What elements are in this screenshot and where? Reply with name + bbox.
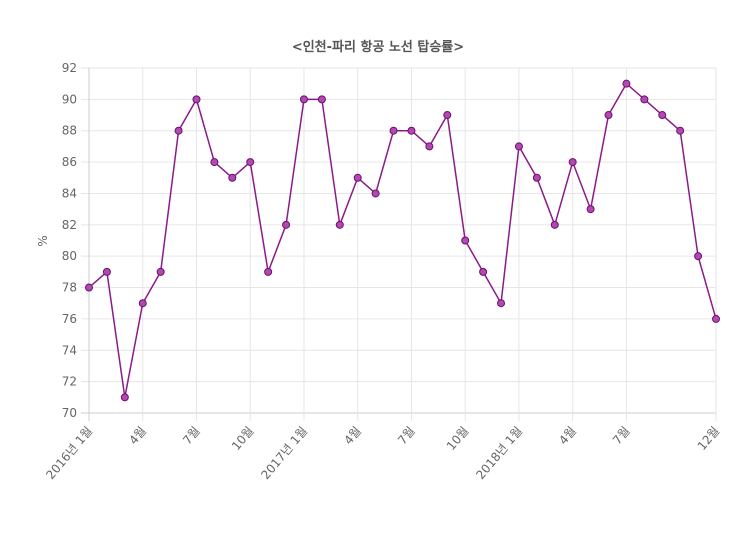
data-point[interactable] xyxy=(658,111,667,120)
data-point[interactable] xyxy=(407,126,416,135)
data-point[interactable] xyxy=(550,220,559,229)
y-axis-ticks: 92 90 88 86 84 82 80 78 76 74 72 70 xyxy=(62,61,77,420)
x-tick-label: 2016년 1월 xyxy=(43,424,95,482)
y-tick-label: 76 xyxy=(62,312,77,326)
series-line xyxy=(88,82,717,399)
data-point[interactable] xyxy=(497,299,506,308)
data-point[interactable] xyxy=(282,220,291,229)
x-tick-label: 2017년 1월 xyxy=(258,424,310,482)
data-point[interactable] xyxy=(335,220,344,229)
grid-lines xyxy=(81,67,717,421)
data-point[interactable] xyxy=(443,111,452,120)
data-point[interactable] xyxy=(461,236,470,245)
data-point[interactable] xyxy=(85,283,93,292)
data-point[interactable] xyxy=(210,158,219,167)
data-point[interactable] xyxy=(120,393,129,402)
data-point[interactable] xyxy=(317,95,326,104)
x-tick-label: 4월 xyxy=(341,424,364,447)
x-tick-label: 7월 xyxy=(610,424,633,447)
x-axis-ticks: 2016년 1월 4월 7월 10월 2017년 1월 4월 7월 10월 2018년 1월 4월… xyxy=(43,424,722,482)
data-point[interactable] xyxy=(622,79,631,88)
y-tick-label: 82 xyxy=(62,218,77,232)
data-point[interactable] xyxy=(389,126,398,135)
data-point[interactable] xyxy=(299,95,308,104)
data-point[interactable] xyxy=(156,267,165,276)
data-point[interactable] xyxy=(228,173,237,182)
data-point[interactable] xyxy=(514,142,523,151)
data-point[interactable] xyxy=(532,173,541,182)
y-tick-label: 86 xyxy=(62,155,77,169)
series-layer xyxy=(85,79,720,402)
data-point[interactable] xyxy=(640,95,649,104)
data-point[interactable] xyxy=(246,158,255,167)
data-point[interactable] xyxy=(479,267,488,276)
x-tick-label: 7월 xyxy=(395,424,418,447)
data-point[interactable] xyxy=(353,173,362,182)
data-point[interactable] xyxy=(676,126,685,135)
x-tick-label: 12월 xyxy=(695,424,723,453)
x-tick-label: 4월 xyxy=(126,424,149,447)
x-tick-label: 7월 xyxy=(180,424,203,447)
x-tick-label: 10월 xyxy=(444,424,472,453)
data-point[interactable] xyxy=(264,267,273,276)
y-tick-label: 88 xyxy=(62,124,77,138)
data-point[interactable] xyxy=(138,299,147,308)
data-point[interactable] xyxy=(425,142,434,151)
data-point[interactable] xyxy=(586,205,595,214)
x-tick-label: 4월 xyxy=(556,424,579,447)
data-point[interactable] xyxy=(102,267,111,276)
y-tick-label: 84 xyxy=(62,186,77,200)
data-point[interactable] xyxy=(604,111,613,120)
y-tick-label: 78 xyxy=(62,281,77,295)
y-tick-label: 90 xyxy=(62,92,77,106)
y-tick-label: 72 xyxy=(62,375,77,389)
data-point[interactable] xyxy=(174,126,183,135)
y-axis-title: % xyxy=(36,235,50,246)
data-point[interactable] xyxy=(568,158,577,167)
data-point[interactable] xyxy=(694,252,703,261)
y-tick-label: 70 xyxy=(62,406,77,420)
data-point[interactable] xyxy=(712,314,720,323)
y-tick-label: 92 xyxy=(62,61,77,75)
x-tick-label: 2018년 1월 xyxy=(473,424,525,482)
data-point[interactable] xyxy=(192,95,201,104)
x-tick-label: 10월 xyxy=(229,424,257,453)
y-tick-label: 80 xyxy=(62,249,77,263)
data-point[interactable] xyxy=(371,189,380,198)
chart-title: <인천-파리 항공 노선 탑승률> xyxy=(292,39,464,55)
y-tick-label: 74 xyxy=(62,343,77,357)
